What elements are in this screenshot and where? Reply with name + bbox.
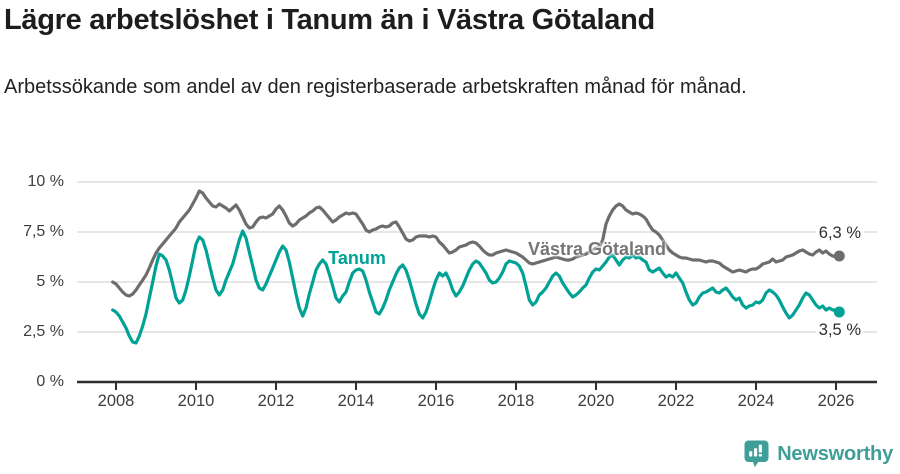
x-axis-tick: 2010 <box>177 392 215 410</box>
page-title: Lägre arbetslöshet i Tanum än i Västra G… <box>4 4 655 36</box>
x-axis-tick: 2018 <box>497 392 535 410</box>
newsworthy-speech-bubble-icon <box>744 440 769 468</box>
end-value-vastra-gotaland: 6,3 % <box>815 223 864 243</box>
x-axis-tick: 2022 <box>657 392 695 410</box>
y-axis-tick: 0 % <box>36 373 64 390</box>
y-axis-tick: 7,5 % <box>23 223 64 240</box>
x-axis-tick: 2014 <box>337 392 375 410</box>
x-axis-tick: 2024 <box>737 392 775 410</box>
x-axis-tick: 2012 <box>257 392 295 410</box>
end-value-tanum: 3,5 % <box>815 320 864 340</box>
chart-subtitle: Arbetssökande som andel av den registerb… <box>4 76 747 98</box>
y-axis-tick: 2,5 % <box>23 323 64 340</box>
series-label-vastra-gotaland: Västra Götaland <box>527 239 667 259</box>
newsworthy-logo: Newsworthy <box>744 440 893 468</box>
x-axis-tick: 2020 <box>577 392 615 410</box>
x-axis-tick: 2008 <box>97 392 135 410</box>
x-axis-tick: 2026 <box>817 392 855 410</box>
y-axis-tick: 5 % <box>36 273 64 290</box>
x-axis-tick: 2016 <box>417 392 455 410</box>
y-axis-tick: 10 % <box>27 173 64 190</box>
newsworthy-wordmark: Newsworthy <box>777 442 893 465</box>
series-label-tanum: Tanum <box>328 248 386 268</box>
